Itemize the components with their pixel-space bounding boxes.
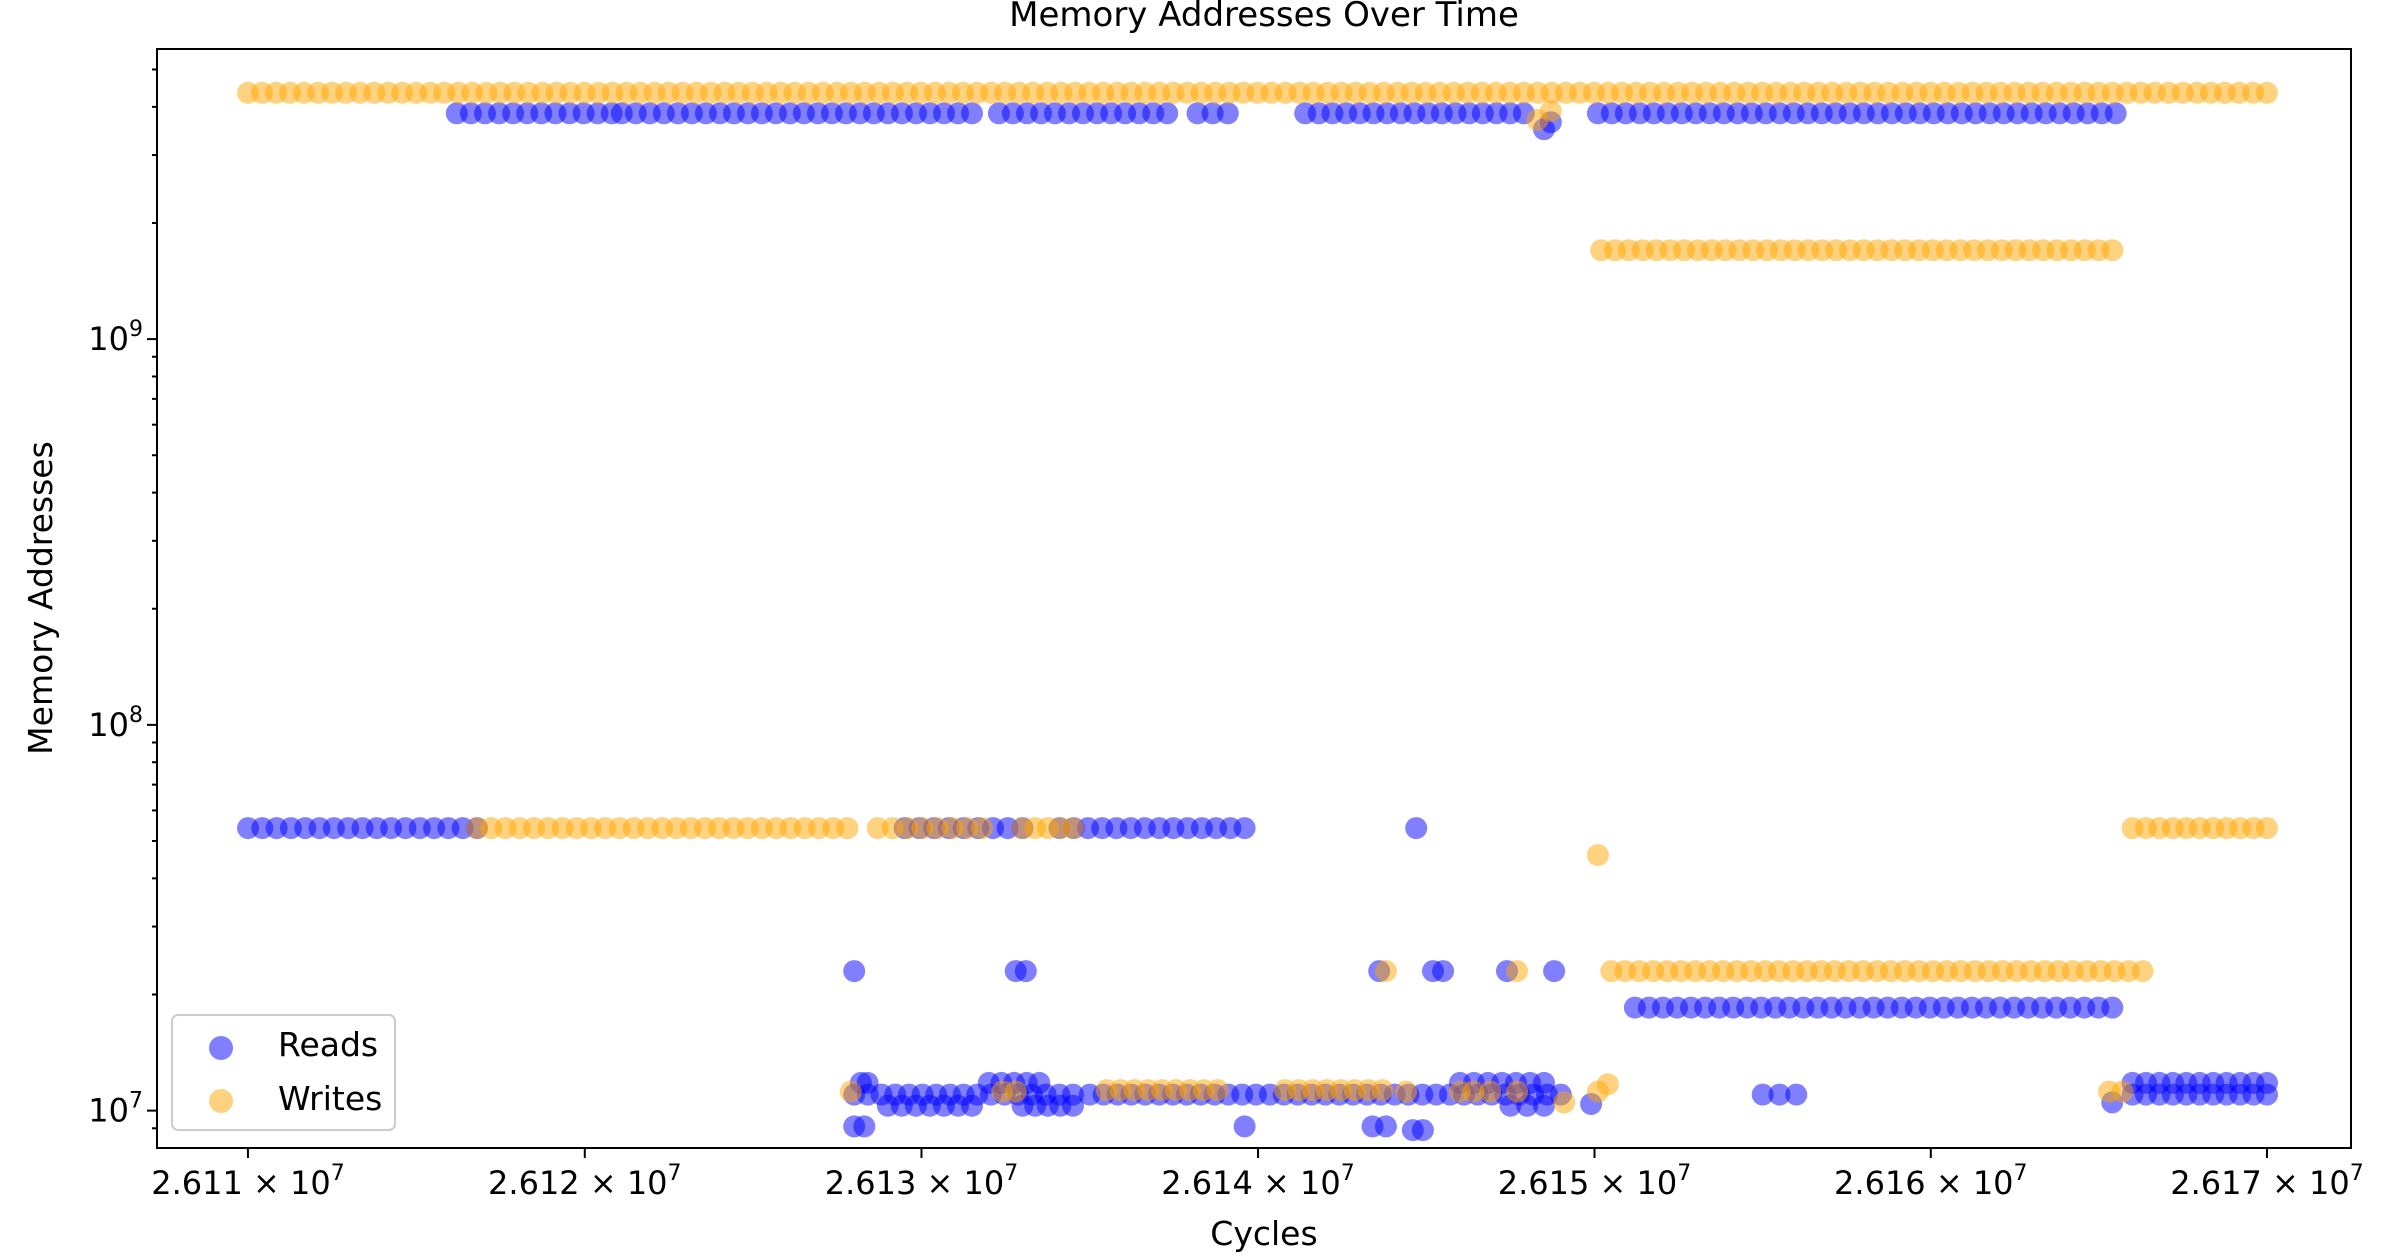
data-point <box>1374 960 1397 983</box>
data-point <box>1553 1091 1576 1114</box>
data-point <box>1411 1119 1434 1142</box>
data-point <box>2101 996 2124 1019</box>
data-point <box>1462 1080 1485 1103</box>
data-point <box>1533 1071 1555 1094</box>
plot-area <box>156 48 2352 1149</box>
data-point <box>1405 817 1428 840</box>
data-point <box>2111 1080 2134 1103</box>
series-writes <box>237 81 2278 1114</box>
data-point <box>1479 1080 1502 1103</box>
data-point <box>1062 1094 1084 1117</box>
data-points <box>237 81 2278 1142</box>
chart-title: Memory Addresses Over Time <box>1009 0 1519 35</box>
x-tick-label: 2.616 × 107 <box>1834 1161 2027 1202</box>
x-tick-label: 2.614 × 107 <box>1161 1161 1354 1202</box>
data-point <box>2104 102 2127 125</box>
data-point <box>1233 1115 1256 1138</box>
data-point <box>1543 960 1566 983</box>
data-point <box>843 960 866 983</box>
data-point <box>1533 1094 1555 1117</box>
data-point <box>836 817 859 840</box>
data-point <box>1028 1071 1051 1094</box>
data-point <box>1539 100 1562 123</box>
y-axis-label: Memory Addresses <box>21 441 60 755</box>
data-point <box>1062 817 1084 840</box>
data-point <box>971 817 994 840</box>
data-point <box>1395 1080 1418 1103</box>
x-tick-label: 2.615 × 107 <box>1498 1161 1691 1202</box>
x-axis-label: Cycles <box>1210 1214 1317 1253</box>
data-point <box>1014 960 1037 983</box>
data-point <box>856 1071 879 1094</box>
x-tick-label: 2.617 × 107 <box>2170 1161 2363 1202</box>
data-point <box>2256 81 2278 104</box>
data-point <box>1596 1073 1619 1096</box>
data-point <box>1768 1083 1791 1106</box>
data-point <box>961 1094 983 1117</box>
data-point <box>1506 960 1529 983</box>
data-point <box>1201 102 1224 125</box>
legend-label-writes: Writes <box>278 1079 382 1118</box>
axes: 2.611 × 107 2.612 × 107 2.613 × 107 2.614 ×… <box>88 68 2364 1202</box>
data-point <box>2256 1071 2278 1094</box>
data-point <box>2101 239 2124 262</box>
data-point <box>1206 1079 1229 1102</box>
series-reads <box>237 102 2278 1142</box>
data-point <box>2256 817 2278 840</box>
legend-label-reads: Reads <box>278 1025 378 1064</box>
data-point <box>1156 102 1179 125</box>
data-point <box>1432 960 1455 983</box>
data-point <box>961 102 983 125</box>
data-point <box>1004 1080 1027 1103</box>
legend-marker-writes <box>209 1089 233 1113</box>
y-tick-label: 108 <box>88 703 143 744</box>
data-point <box>1216 102 1239 125</box>
data-point <box>1374 1115 1397 1138</box>
data-point <box>2131 960 2154 983</box>
data-point <box>1186 102 1209 125</box>
x-tick-label: 2.613 × 107 <box>825 1161 1018 1202</box>
data-point <box>1751 1083 1774 1106</box>
data-point <box>1371 1079 1394 1102</box>
x-tick-label: 2.611 × 107 <box>151 1161 344 1202</box>
data-point <box>853 1115 876 1138</box>
y-tick-label: 107 <box>88 1089 143 1130</box>
legend: Reads Writes <box>171 1014 396 1131</box>
data-point <box>1506 1080 1529 1103</box>
data-point <box>839 1080 862 1103</box>
data-point <box>1586 844 1609 866</box>
y-tick-label: 109 <box>88 317 143 358</box>
x-tick-label: 2.612 × 107 <box>488 1161 681 1202</box>
data-point <box>1785 1083 1808 1106</box>
legend-marker-reads <box>209 1036 233 1060</box>
data-point <box>1233 817 1256 840</box>
